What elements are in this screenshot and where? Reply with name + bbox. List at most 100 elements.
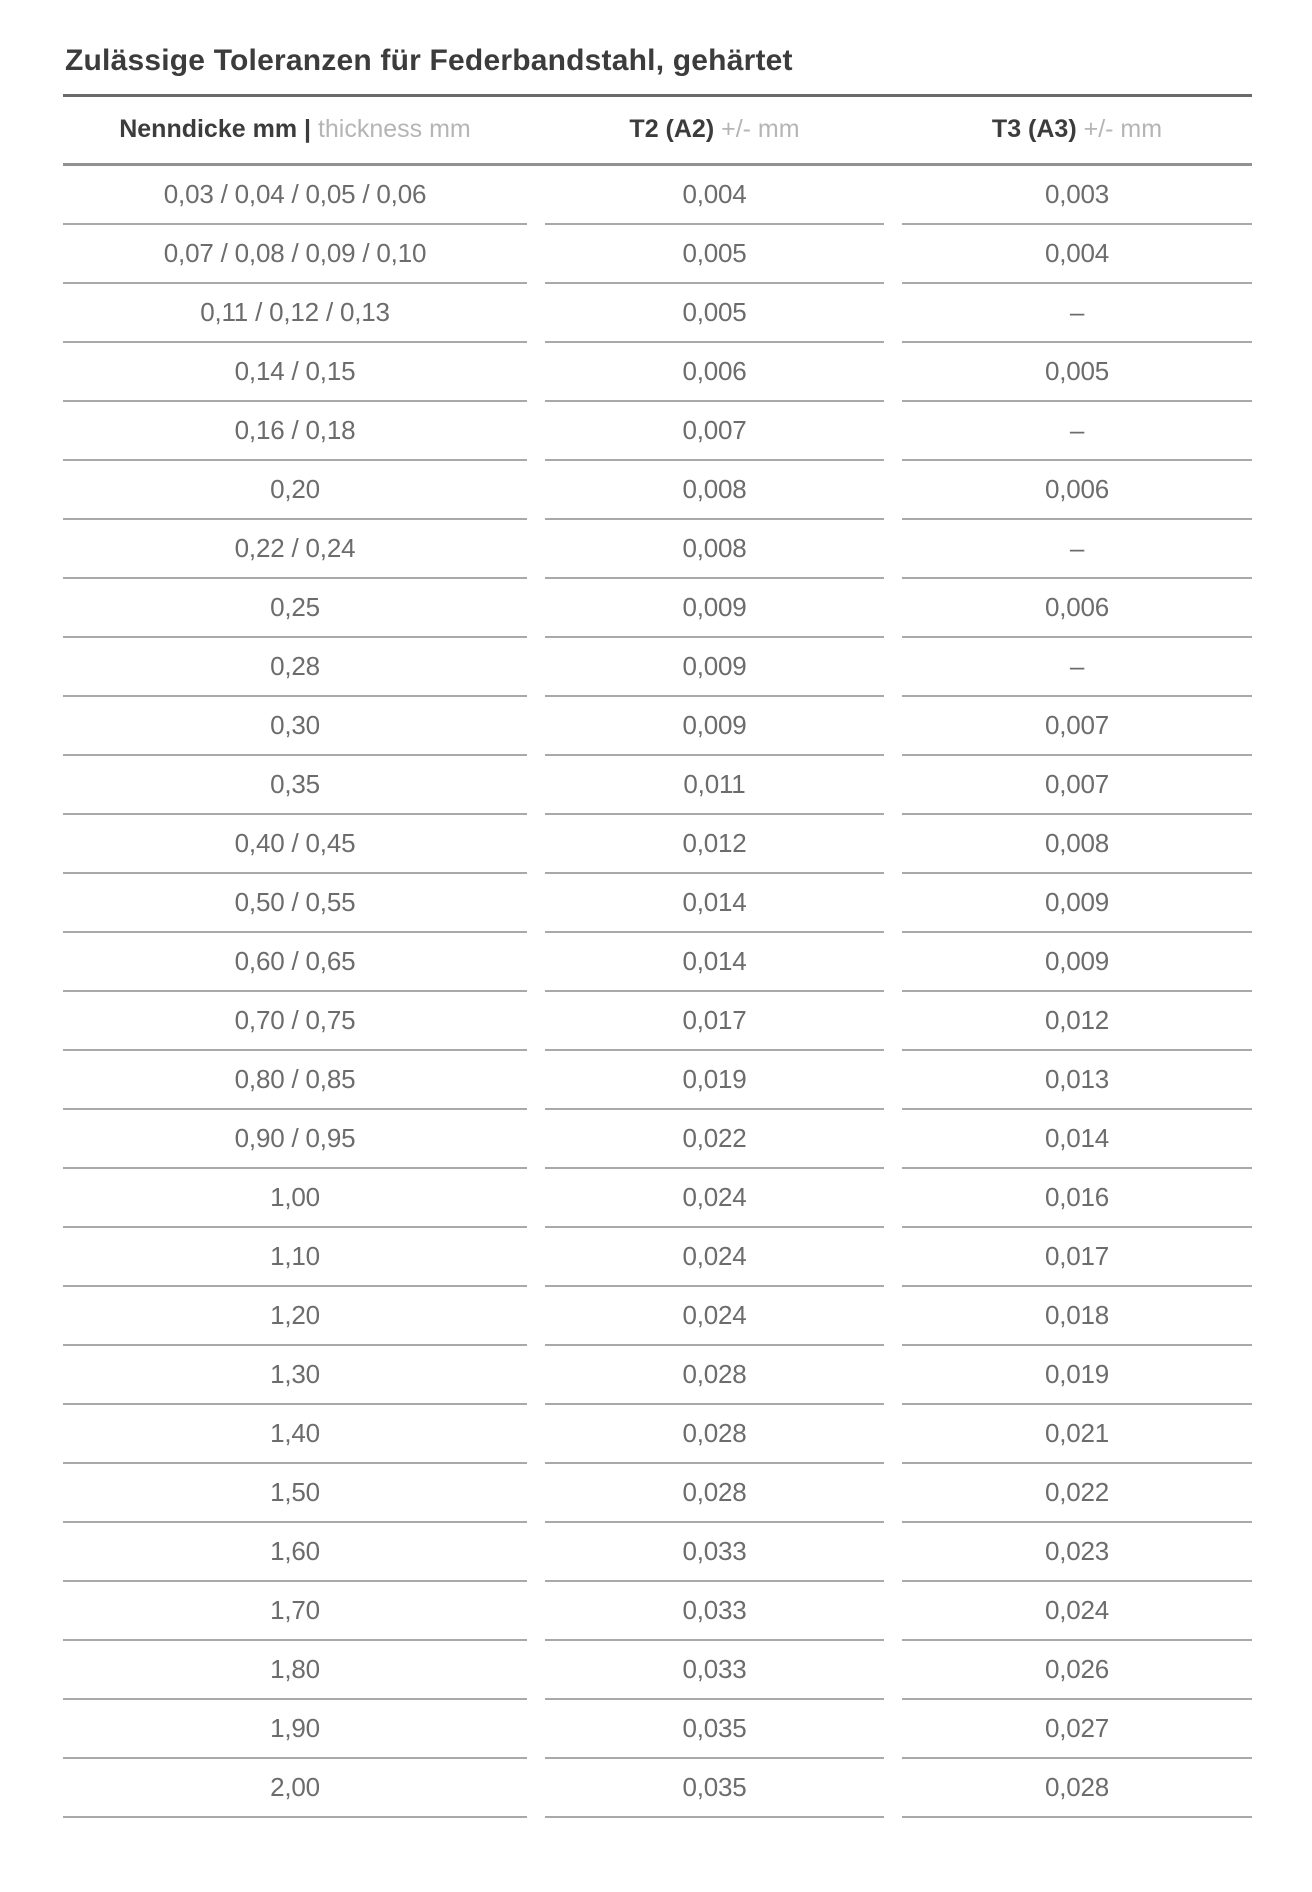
cell-t2-tolerance: 0,028 <box>545 1346 884 1405</box>
cell-t2-tolerance: 0,009 <box>545 638 884 697</box>
cell-nominal-thickness: 0,80 / 0,85 <box>63 1051 527 1110</box>
cell-t3-tolerance: 0,006 <box>902 461 1252 520</box>
cell-t3-tolerance: 0,022 <box>902 1464 1252 1523</box>
cell-t2-tolerance: 0,007 <box>545 402 884 461</box>
cell-nominal-thickness: 0,30 <box>63 697 527 756</box>
cell-nominal-thickness: 0,90 / 0,95 <box>63 1110 527 1169</box>
table-row: 0,11 / 0,12 / 0,13 0,005– <box>63 284 1252 343</box>
cell-t3-tolerance: 0,027 <box>902 1700 1252 1759</box>
cell-t2-tolerance: 0,008 <box>545 520 884 579</box>
cell-t3-tolerance: 0,021 <box>902 1405 1252 1464</box>
cell-t2-tolerance: 0,028 <box>545 1464 884 1523</box>
column-header-t2-tolerance: T2 (A2) +/- mm <box>545 115 884 144</box>
cell-nominal-thickness: 0,28 <box>63 638 527 697</box>
datasheet-page: Zulässige Toleranzen für Federbandstahl,… <box>63 44 1252 1818</box>
cell-nominal-thickness: 0,35 <box>63 756 527 815</box>
cell-t2-tolerance: 0,035 <box>545 1759 884 1818</box>
cell-t2-tolerance: 0,024 <box>545 1287 884 1346</box>
table-row: 1,30 0,028 0,019 <box>63 1346 1252 1405</box>
cell-nominal-thickness: 0,16 / 0,18 <box>63 402 527 461</box>
cell-t2-tolerance: 0,024 <box>545 1169 884 1228</box>
cell-t3-tolerance: 0,019 <box>902 1346 1252 1405</box>
table-row: 0,20 0,008 0,006 <box>63 461 1252 520</box>
cell-t3-tolerance: 0,024 <box>902 1582 1252 1641</box>
title-divider <box>63 93 1252 97</box>
cell-nominal-thickness: 0,14 / 0,15 <box>63 343 527 402</box>
cell-nominal-thickness: 1,60 <box>63 1523 527 1582</box>
cell-t3-tolerance: 0,014 <box>902 1110 1252 1169</box>
table-row: 0,14 / 0,15 0,006 0,005 <box>63 343 1252 402</box>
cell-t3-tolerance: 0,006 <box>902 579 1252 638</box>
cell-t2-tolerance: 0,033 <box>545 1523 884 1582</box>
cell-t2-tolerance: 0,019 <box>545 1051 884 1110</box>
cell-t3-tolerance: 0,007 <box>902 697 1252 756</box>
table-row: 1,60 0,033 0,023 <box>63 1523 1252 1582</box>
cell-t2-tolerance: 0,033 <box>545 1582 884 1641</box>
table-row: 2,00 0,035 0,028 <box>63 1759 1252 1818</box>
cell-t3-tolerance: 0,017 <box>902 1228 1252 1287</box>
cell-t2-tolerance: 0,017 <box>545 992 884 1051</box>
cell-nominal-thickness: 0,70 / 0,75 <box>63 992 527 1051</box>
cell-nominal-thickness: 1,70 <box>63 1582 527 1641</box>
table-row: 1,80 0,033 0,026 <box>63 1641 1252 1700</box>
cell-t3-tolerance: 0,007 <box>902 756 1252 815</box>
cell-t2-tolerance: 0,008 <box>545 461 884 520</box>
table-row: 0,60 / 0,65 0,014 0,009 <box>63 933 1252 992</box>
cell-nominal-thickness: 1,10 <box>63 1228 527 1287</box>
cell-nominal-thickness: 0,03 / 0,04 / 0,05 / 0,06 <box>63 166 527 225</box>
column-header-nominal-thickness-label: Nenndicke mm | <box>119 115 311 143</box>
cell-nominal-thickness: 0,22 / 0,24 <box>63 520 527 579</box>
table-row: 1,90 0,035 0,027 <box>63 1700 1252 1759</box>
cell-t3-tolerance: – <box>902 284 1252 343</box>
cell-t2-tolerance: 0,024 <box>545 1228 884 1287</box>
table-row: 0,80 / 0,85 0,019 0,013 <box>63 1051 1252 1110</box>
table-row: 0,16 / 0,18 0,007– <box>63 402 1252 461</box>
cell-t3-tolerance: 0,005 <box>902 343 1252 402</box>
column-header-t2-unit: +/- mm <box>721 115 800 143</box>
cell-t3-tolerance: 0,028 <box>902 1759 1252 1818</box>
cell-nominal-thickness: 0,50 / 0,55 <box>63 874 527 933</box>
table-row: 1,20 0,024 0,018 <box>63 1287 1252 1346</box>
cell-nominal-thickness: 0,25 <box>63 579 527 638</box>
column-header-t3-unit: +/- mm <box>1083 115 1163 143</box>
cell-t3-tolerance: 0,023 <box>902 1523 1252 1582</box>
table-row: 0,90 / 0,95 0,022 0,014 <box>63 1110 1252 1169</box>
table-row: 0,30 0,009 0,007 <box>63 697 1252 756</box>
table-row: 1,40 0,028 0,021 <box>63 1405 1252 1464</box>
cell-nominal-thickness: 0,11 / 0,12 / 0,13 <box>63 284 527 343</box>
cell-t3-tolerance: 0,009 <box>902 874 1252 933</box>
cell-t2-tolerance: 0,022 <box>545 1110 884 1169</box>
cell-nominal-thickness: 1,00 <box>63 1169 527 1228</box>
cell-t3-tolerance: – <box>902 638 1252 697</box>
table-row: 0,22 / 0,24 0,008– <box>63 520 1252 579</box>
column-header-t3-tolerance: T3 (A3) +/- mm <box>902 115 1252 144</box>
cell-t2-tolerance: 0,005 <box>545 284 884 343</box>
cell-t3-tolerance: 0,009 <box>902 933 1252 992</box>
table-row: 1,10 0,024 0,017 <box>63 1228 1252 1287</box>
table-row: 0,28 0,009– <box>63 638 1252 697</box>
cell-t3-tolerance: 0,016 <box>902 1169 1252 1228</box>
cell-nominal-thickness: 1,80 <box>63 1641 527 1700</box>
cell-nominal-thickness: 1,40 <box>63 1405 527 1464</box>
table-row: 0,40 / 0,45 0,012 0,008 <box>63 815 1252 874</box>
cell-t3-tolerance: – <box>902 402 1252 461</box>
table-row: 1,70 0,033 0,024 <box>63 1582 1252 1641</box>
cell-nominal-thickness: 1,50 <box>63 1464 527 1523</box>
table-header: Nenndicke mm | thickness mm T2 (A2) +/- … <box>63 97 1252 163</box>
cell-t3-tolerance: 0,004 <box>902 225 1252 284</box>
cell-t3-tolerance: 0,018 <box>902 1287 1252 1346</box>
table-row: 0,25 0,009 0,006 <box>63 579 1252 638</box>
cell-t3-tolerance: 0,013 <box>902 1051 1252 1110</box>
cell-t2-tolerance: 0,028 <box>545 1405 884 1464</box>
cell-t2-tolerance: 0,011 <box>545 756 884 815</box>
cell-t2-tolerance: 0,009 <box>545 697 884 756</box>
cell-nominal-thickness: 1,20 <box>63 1287 527 1346</box>
column-header-t2-label: T2 (A2) <box>629 115 715 143</box>
cell-nominal-thickness: 2,00 <box>63 1759 527 1818</box>
cell-t2-tolerance: 0,009 <box>545 579 884 638</box>
table-body: 0,03 / 0,04 / 0,05 / 0,06 0,004 0,003 0,07 … <box>63 166 1252 1818</box>
table-row: 1,00 0,024 0,016 <box>63 1169 1252 1228</box>
cell-t2-tolerance: 0,005 <box>545 225 884 284</box>
page-title: Zulässige Toleranzen für Federbandstahl,… <box>65 44 793 77</box>
cell-nominal-thickness: 1,90 <box>63 1700 527 1759</box>
